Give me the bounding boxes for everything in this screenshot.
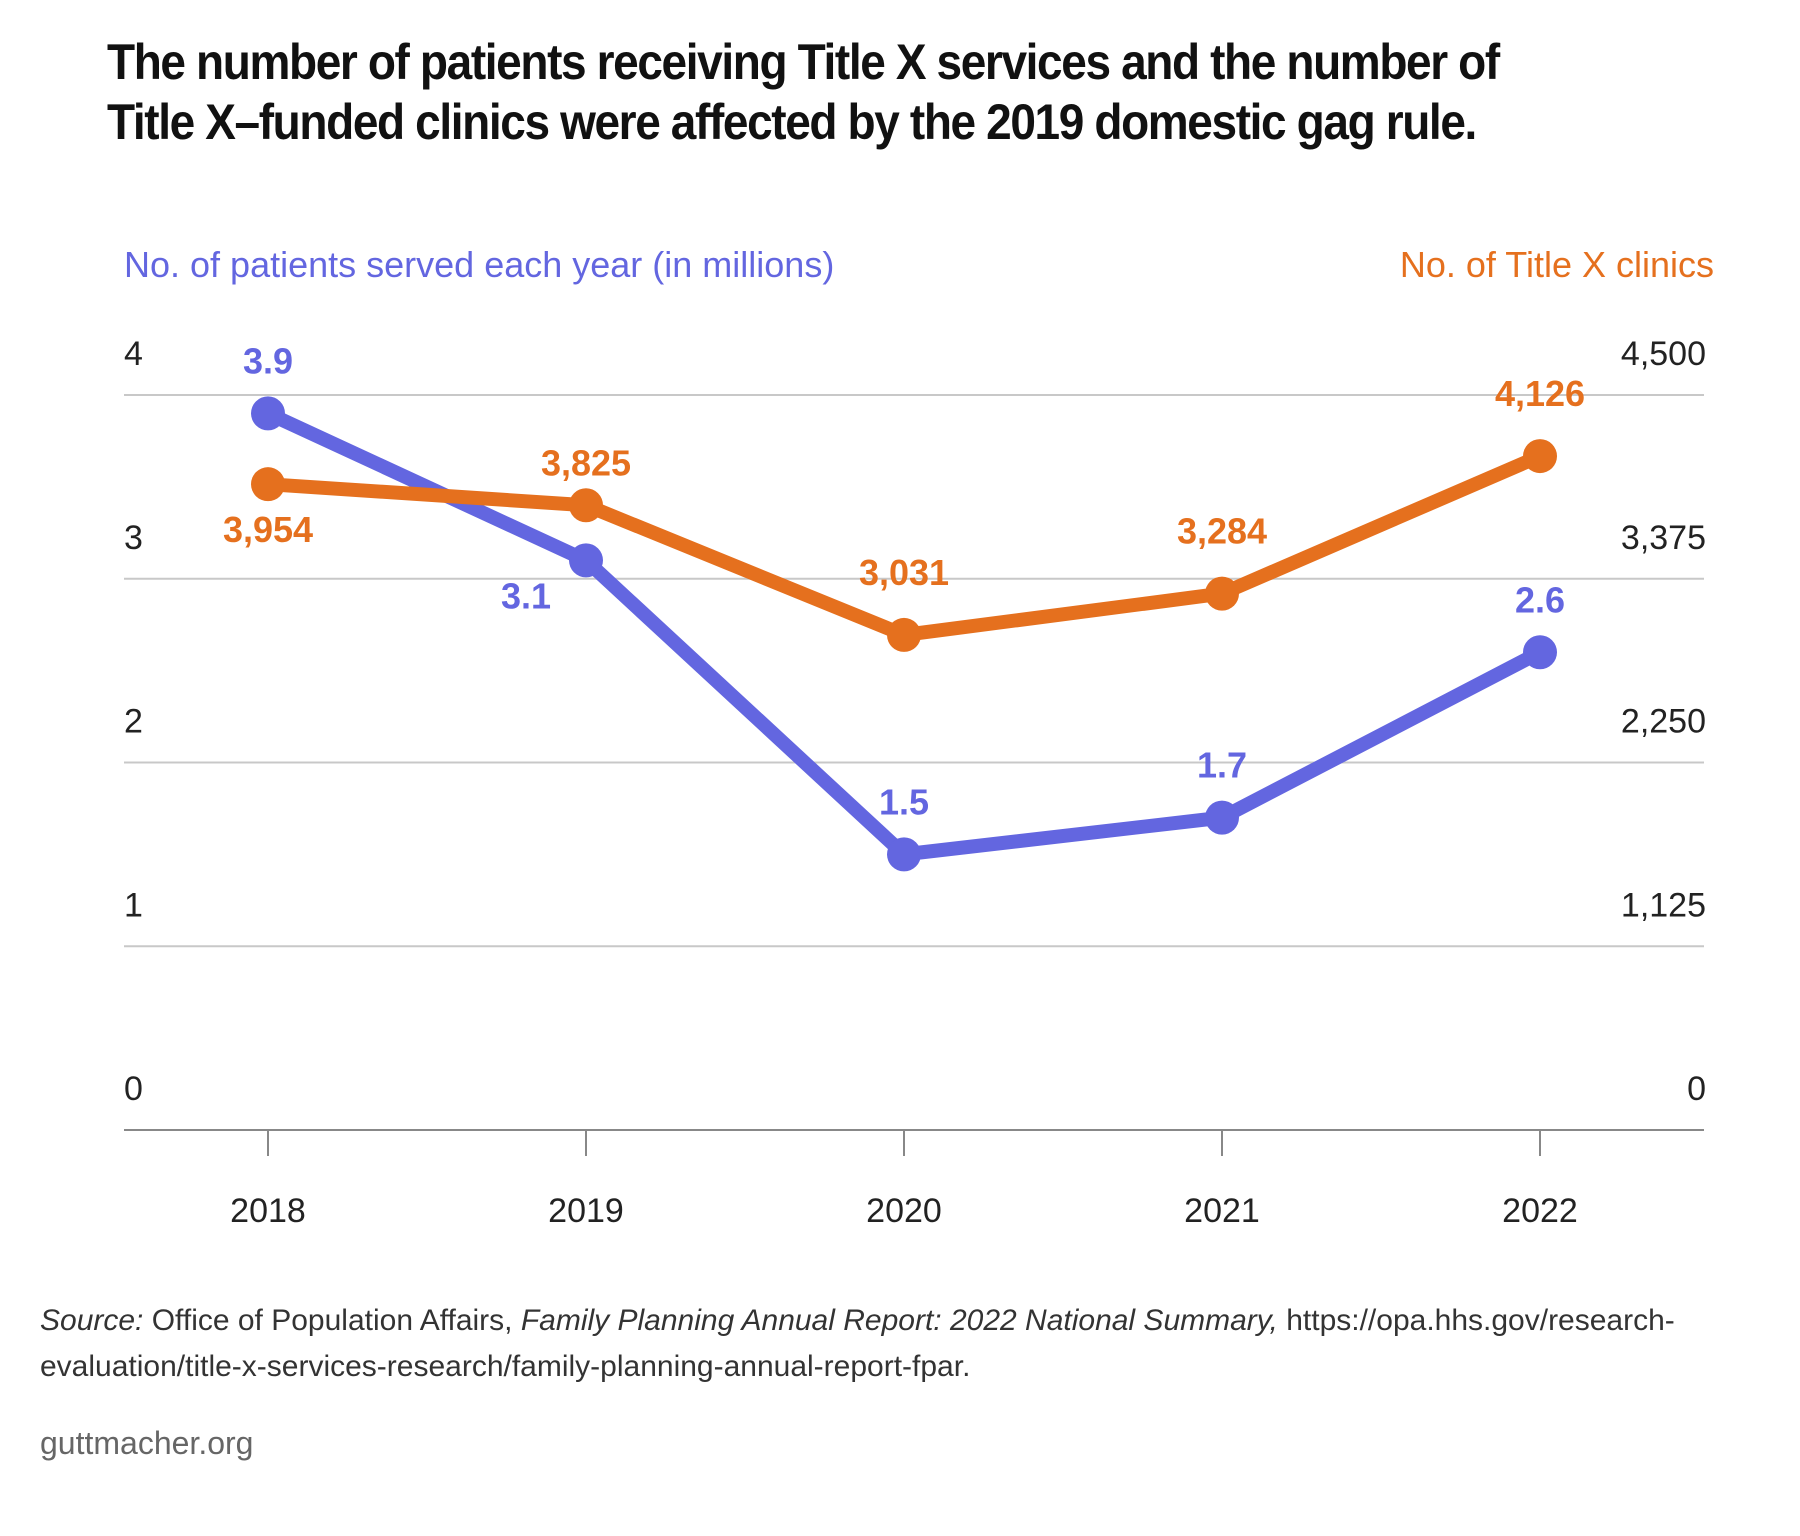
patients-point <box>887 837 921 872</box>
left-axis-title: No. of patients served each year (in mil… <box>124 244 834 285</box>
patients-data-label: 1.5 <box>879 781 929 822</box>
clinics-point <box>1523 439 1557 474</box>
grid-lines <box>124 394 1704 1131</box>
patients-point <box>251 396 285 431</box>
clinics-point <box>1205 576 1239 611</box>
patients-point <box>1205 800 1239 835</box>
right-tick-label: 3,375 <box>1621 519 1706 557</box>
left-tick-label: 1 <box>124 886 143 924</box>
dual-axis-line-chart: No. of patients served each year (in mil… <box>124 244 1714 1230</box>
source-label: Source: <box>40 1304 144 1337</box>
patients-data-label: 2.6 <box>1515 579 1565 620</box>
clinics-data-label: 3,954 <box>223 509 313 550</box>
chart-title: The number of patients receiving Title X… <box>107 34 1500 150</box>
clinics-point <box>251 467 285 502</box>
clinics-series-line <box>261 449 1547 642</box>
x-tick-label: 2020 <box>866 1192 942 1230</box>
right-tick-label: 0 <box>1687 1070 1706 1108</box>
clinics-data-label: 3,284 <box>1177 511 1267 552</box>
series-lines <box>251 396 1557 872</box>
x-tick-label: 2021 <box>1184 1192 1260 1230</box>
right-tick-label: 1,125 <box>1621 886 1706 924</box>
left-tick-label: 0 <box>124 1070 143 1108</box>
clinics-point <box>887 617 921 652</box>
source-org: Office of Population Affairs, <box>143 1304 521 1337</box>
data-labels: 3.9 3.1 1.5 1.7 2.6 3,954 3,825 3,031 3,284 4,126 <box>223 340 1585 822</box>
right-axis-title: No. of Title X clinics <box>1400 244 1714 285</box>
axis-ticks: 0 0 1 1,125 2 2,250 3 3,375 4 4,500 2018 2019 2020 20… <box>124 335 1706 1230</box>
clinics-data-label: 4,126 <box>1495 373 1585 414</box>
right-tick-label: 2,250 <box>1621 703 1706 741</box>
source-note: Source: Office of Population Affairs, Fa… <box>40 1298 1780 1390</box>
clinics-point <box>569 488 603 523</box>
source-url[interactable]: https://opa.hhs.gov/research-evaluation/… <box>40 1304 1675 1383</box>
right-tick-label: 4,500 <box>1621 335 1706 373</box>
x-tick-label: 2019 <box>548 1192 624 1230</box>
source-report-title: Family Planning Annual Report: 2022 Nati… <box>520 1304 1278 1337</box>
x-tick-label: 2018 <box>230 1192 306 1230</box>
patients-data-label: 3.9 <box>243 340 293 381</box>
patients-data-label: 1.7 <box>1197 745 1247 786</box>
left-tick-label: 2 <box>124 703 143 741</box>
patients-point <box>569 543 603 578</box>
patients-data-label: 3.1 <box>501 575 551 616</box>
left-tick-label: 4 <box>124 335 143 373</box>
patients-point <box>1523 635 1557 670</box>
clinics-data-label: 3,031 <box>859 552 949 593</box>
clinics-data-label: 3,825 <box>541 442 631 483</box>
left-tick-label: 3 <box>124 519 143 557</box>
footer-site[interactable]: guttmacher.org <box>40 1425 254 1461</box>
x-tick-label: 2022 <box>1502 1192 1578 1230</box>
